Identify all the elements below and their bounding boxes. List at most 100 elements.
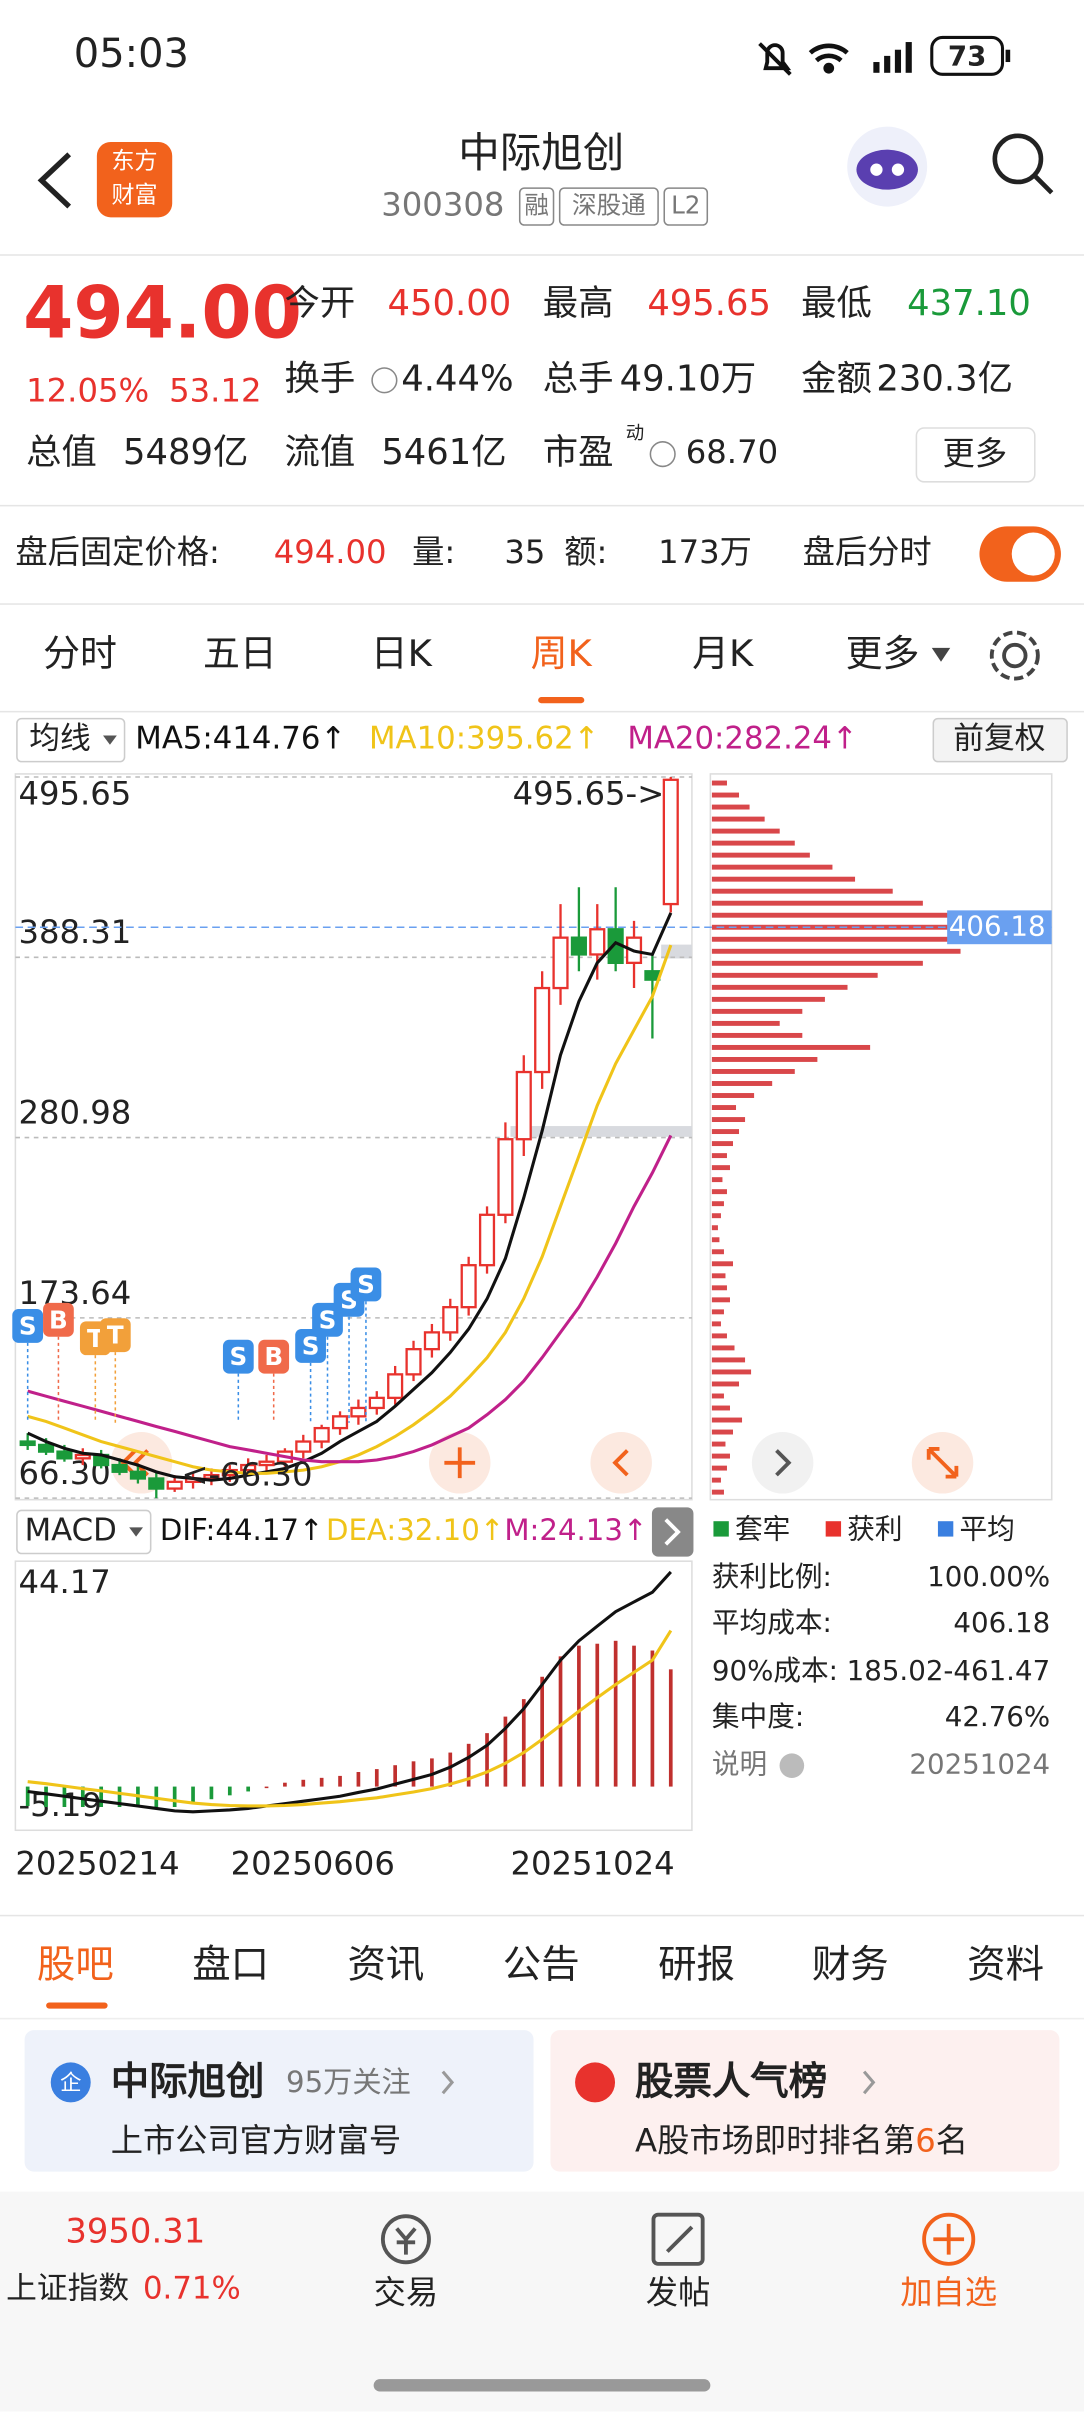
tab[interactable]: 盘口 (192, 1943, 269, 1988)
index-change: 0.71% (143, 2271, 241, 2307)
y-tick-label: 388.31 (18, 913, 131, 951)
change: 53.12 (169, 372, 261, 410)
note-icon[interactable] (779, 1753, 805, 1778)
tab[interactable]: 五日 (203, 632, 277, 675)
card[interactable] (550, 2030, 1060, 2172)
candle-body (148, 1477, 165, 1490)
info-value: 42.76% (945, 1700, 1050, 1733)
field-label: 今开 (284, 283, 355, 324)
chip-bar (711, 1357, 746, 1363)
tab-active[interactable]: 股吧 (37, 1943, 114, 1988)
candle-body (56, 1450, 73, 1460)
chip-bar (711, 1129, 740, 1135)
trade-marker (12, 1309, 44, 1343)
ah-amt-label: 额: (564, 533, 607, 571)
chip-bar (711, 984, 848, 990)
tab[interactable]: 研报 (658, 1943, 735, 1988)
chip-bar (711, 1213, 721, 1219)
info-icon[interactable] (649, 441, 676, 468)
tab[interactable]: 公告 (503, 1943, 580, 1988)
macd-bar (650, 1650, 655, 1787)
field-value: 49.10万 (620, 358, 757, 399)
ma-select-label: 均线 (29, 721, 91, 757)
chip-bar (711, 876, 856, 882)
action[interactable]: 交易 (374, 2274, 439, 2312)
field-value: 495.65 (647, 283, 771, 324)
legend-label: 套牢 (735, 1512, 790, 1545)
tab[interactable]: 分时 (43, 632, 117, 675)
chip-bar (711, 1081, 773, 1086)
candle-body (387, 1373, 404, 1400)
chip-bar (711, 1381, 740, 1387)
chip-bar (711, 972, 878, 978)
chip-bar (711, 912, 969, 918)
chip-bar (711, 840, 795, 846)
macd-bar (411, 1761, 416, 1787)
macd-line (27, 1570, 672, 1814)
macd-bar (393, 1765, 398, 1787)
legend-entry: M:24.13↑ (504, 1513, 647, 1547)
chip-bar (711, 948, 961, 954)
chip-bar (711, 792, 740, 798)
trade-marker (350, 1267, 382, 1302)
battery: 73 (948, 39, 987, 72)
macd-bar (595, 1643, 600, 1787)
chip-bar (711, 960, 923, 966)
info-icon[interactable] (371, 367, 398, 394)
field-label: 总值 (26, 432, 97, 473)
tab[interactable]: 日K (371, 632, 433, 675)
badge (663, 187, 709, 226)
ah-label: 盘后固定价格: (15, 533, 219, 571)
card[interactable] (24, 2030, 534, 2172)
back[interactable] (37, 152, 72, 209)
candle-body (644, 970, 661, 981)
chip-bar (711, 1321, 721, 1327)
info-label: 集中度: (712, 1700, 804, 1733)
status-icons (758, 35, 1011, 76)
tab-active[interactable]: 周K (531, 632, 593, 675)
tab[interactable]: 更多 (846, 632, 920, 675)
expand-button[interactable] (651, 1507, 694, 1557)
chip-bar (711, 1453, 730, 1459)
add-icon (922, 2212, 976, 2266)
divider (0, 603, 1084, 605)
tab[interactable]: 资料 (967, 1943, 1044, 1988)
trade-marker-label: B (264, 1342, 283, 1371)
field-value: 5489亿 (123, 432, 248, 473)
chip-bar (711, 900, 923, 906)
chip-bar (711, 996, 825, 1002)
candle-body (258, 1460, 275, 1467)
tab[interactable]: 资讯 (348, 1943, 425, 1988)
tab[interactable]: 财务 (812, 1943, 889, 1988)
trade-marker (222, 1339, 254, 1374)
field-label: 最低 (801, 283, 872, 324)
stock-name: 中际旭创 (458, 128, 624, 177)
y-tick-label: 280.98 (18, 1094, 131, 1132)
macd-bar (338, 1775, 342, 1787)
action[interactable]: 加自选 (900, 2274, 997, 2312)
chip-bar (711, 1477, 721, 1483)
adjust-button[interactable] (932, 717, 1068, 763)
macd-select[interactable] (16, 1509, 152, 1555)
tab-underline (46, 2002, 108, 2009)
change-pct: 12.05% (26, 372, 149, 410)
search[interactable] (992, 133, 1054, 195)
y-tick-label: 44.17 (18, 1563, 110, 1601)
badge (558, 187, 659, 226)
ma-select[interactable] (16, 717, 126, 763)
action[interactable]: 发帖 (646, 2274, 711, 2312)
macd-bar (227, 1786, 232, 1796)
candle-body (166, 1480, 183, 1490)
macd-bar (540, 1676, 544, 1787)
more-button[interactable] (915, 427, 1036, 483)
post-icon (651, 2212, 705, 2266)
chevron (862, 2070, 876, 2095)
macd-bar (283, 1782, 287, 1787)
tab[interactable]: 月K (692, 632, 754, 675)
field-sup: 动 (626, 423, 644, 444)
index-value[interactable]: 3950.31 (65, 2212, 205, 2251)
settings[interactable] (989, 630, 1040, 681)
chip-bar (711, 888, 893, 894)
avatar[interactable] (847, 126, 928, 207)
macd-bar (448, 1752, 453, 1787)
